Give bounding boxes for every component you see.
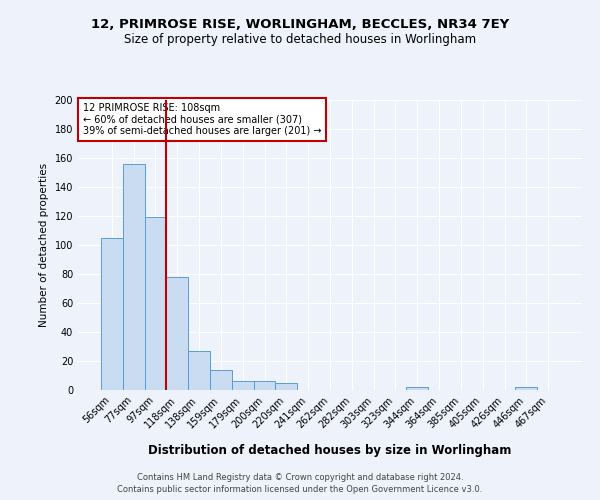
Bar <box>101 238 123 390</box>
Text: 12, PRIMROSE RISE, WORLINGHAM, BECCLES, NR34 7EY: 12, PRIMROSE RISE, WORLINGHAM, BECCLES, … <box>91 18 509 30</box>
X-axis label: Distribution of detached houses by size in Worlingham: Distribution of detached houses by size … <box>148 444 512 456</box>
Bar <box>275 383 297 390</box>
Text: Contains HM Land Registry data © Crown copyright and database right 2024.: Contains HM Land Registry data © Crown c… <box>137 474 463 482</box>
Bar <box>145 218 166 390</box>
Text: Size of property relative to detached houses in Worlingham: Size of property relative to detached ho… <box>124 32 476 46</box>
Text: 12 PRIMROSE RISE: 108sqm
← 60% of detached houses are smaller (307)
39% of semi-: 12 PRIMROSE RISE: 108sqm ← 60% of detach… <box>83 103 322 136</box>
Bar <box>210 370 232 390</box>
Bar <box>123 164 145 390</box>
Bar <box>406 387 428 390</box>
Bar <box>166 277 188 390</box>
Bar <box>188 351 210 390</box>
Bar <box>232 382 254 390</box>
Bar <box>254 382 275 390</box>
Text: Contains public sector information licensed under the Open Government Licence v3: Contains public sector information licen… <box>118 485 482 494</box>
Y-axis label: Number of detached properties: Number of detached properties <box>39 163 49 327</box>
Bar <box>515 387 537 390</box>
